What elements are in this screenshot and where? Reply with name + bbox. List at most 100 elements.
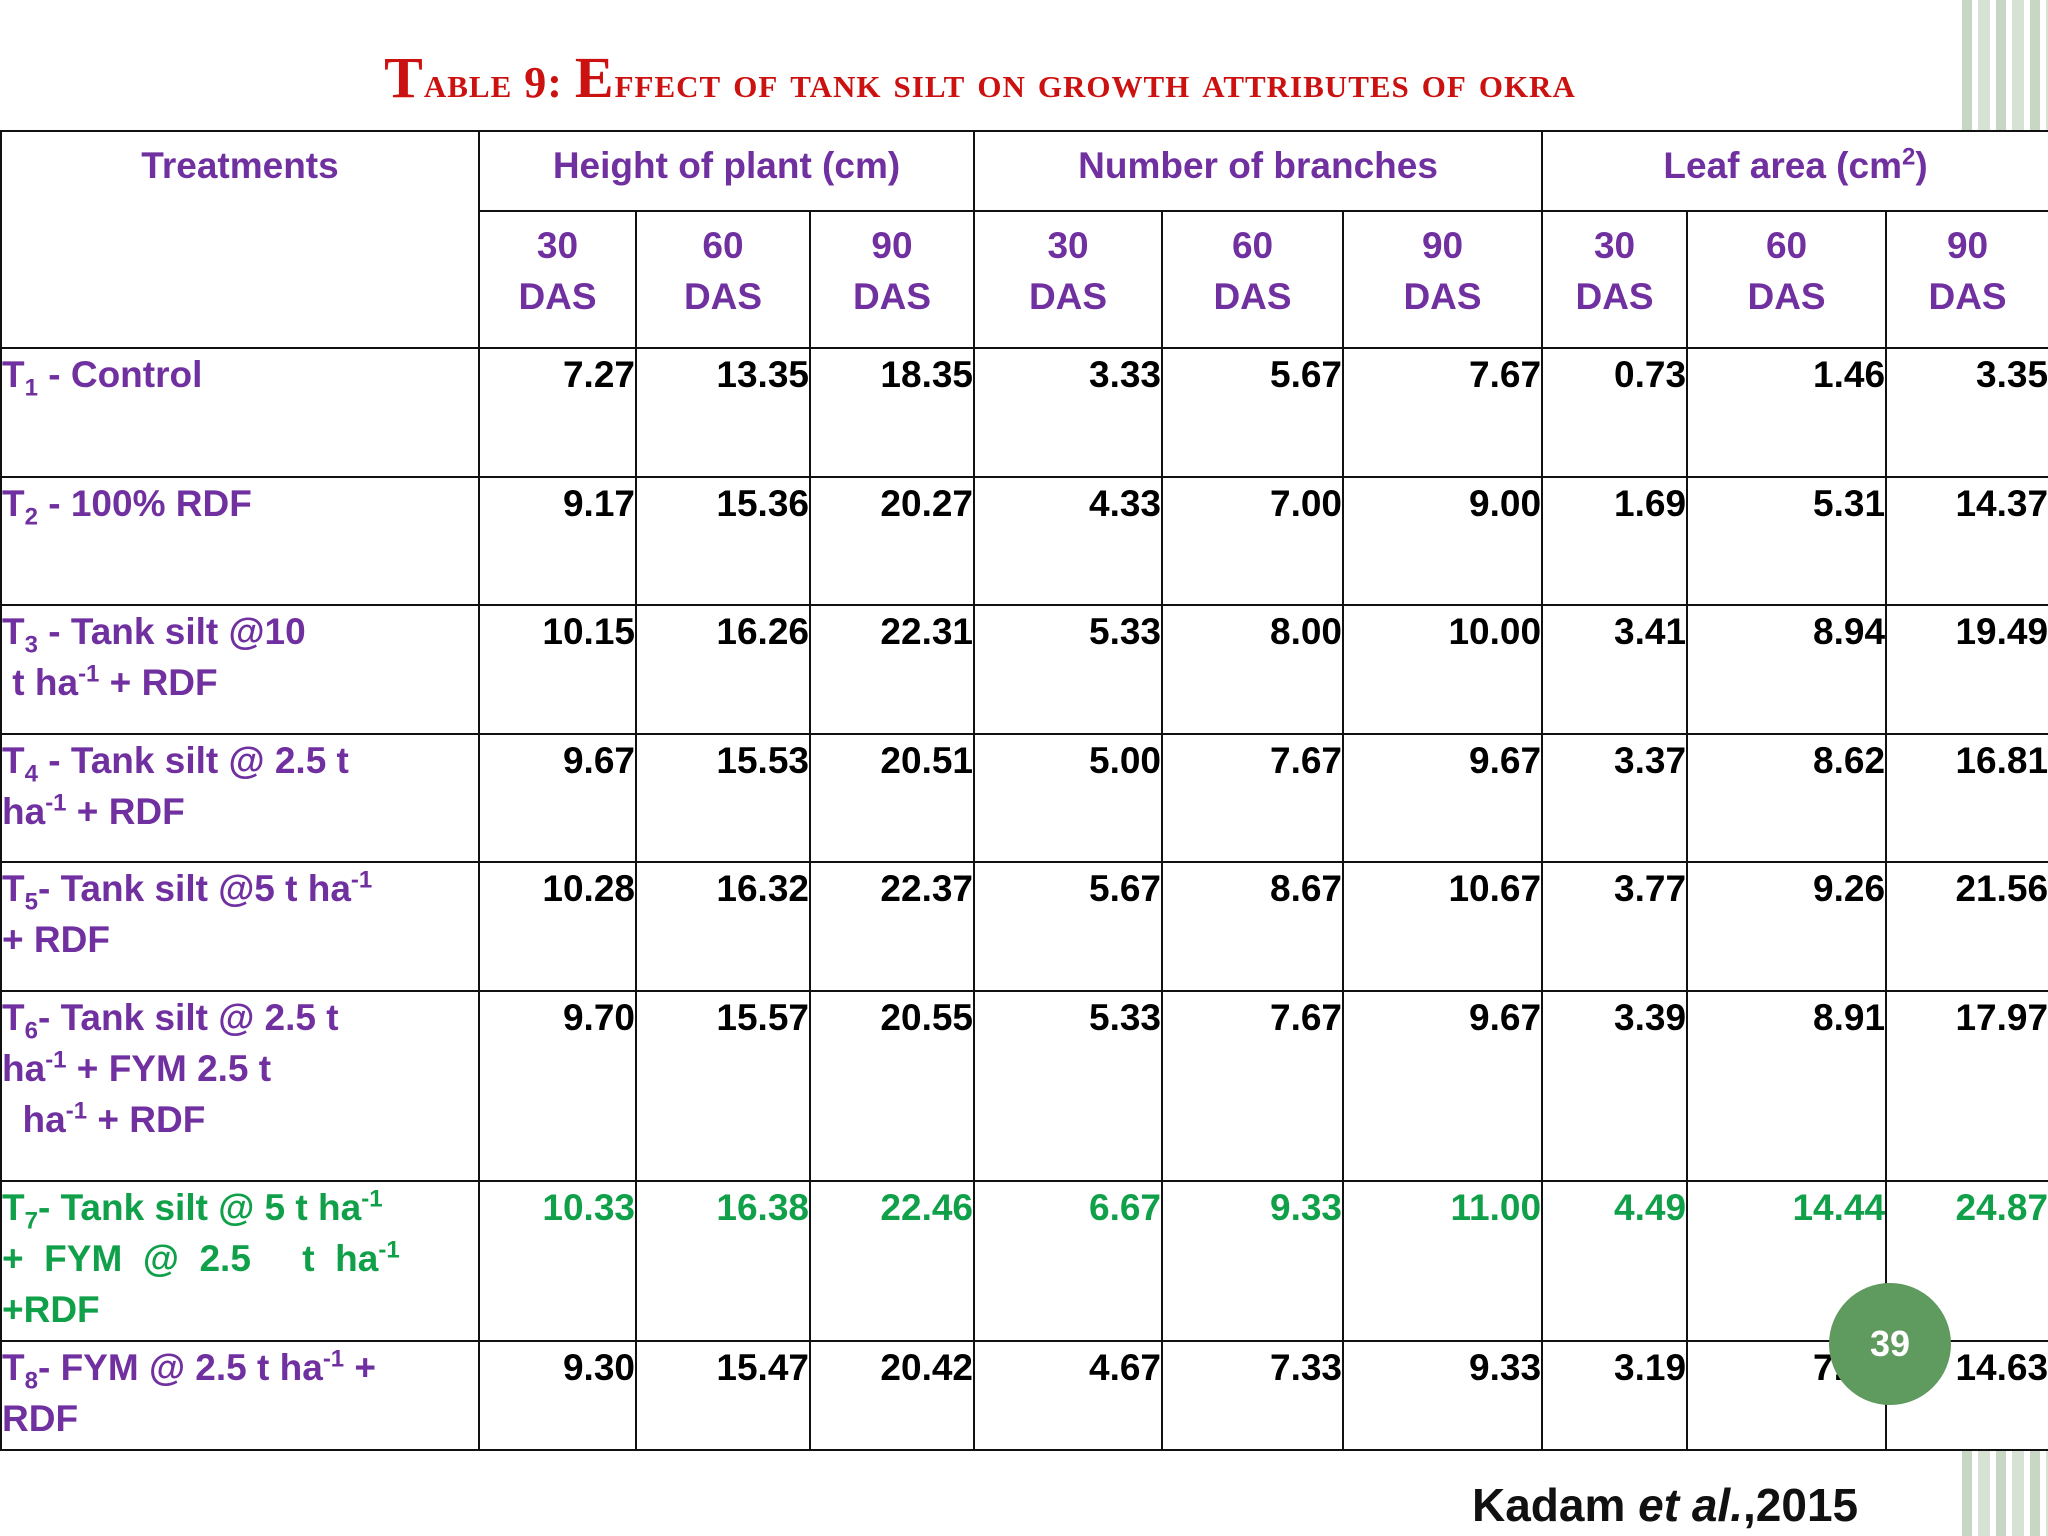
table-cell: 5.33 — [973, 604, 1164, 735]
citation-author: Kadam — [1472, 1479, 1639, 1531]
table-cell: 17.97 — [1885, 990, 2048, 1182]
header-row-2: 30 DAS 60 DAS 90 DAS 30 DAS 60 DAS 90 DAS 30 DA… — [1, 210, 2048, 349]
table-cell: 11.00 — [1342, 1180, 1544, 1342]
height-header: Height of plant (cm) — [477, 130, 976, 212]
title-initial-2: E — [574, 45, 615, 110]
citation: Kadam et al.,2015 — [1472, 1478, 1858, 1532]
table-row-best: T7- Tank silt @ 5 t ha-1 + FYM @ 2.5 t ha… — [0, 1180, 2048, 1342]
table-cell: 7.67 — [1161, 990, 1345, 1182]
table-row: T2 - 100% RDF 9.17 15.36 20.27 4.33 7.00… — [0, 476, 2048, 606]
table-cell: 22.37 — [808, 861, 976, 992]
table-cell: 16.81 — [1885, 733, 2048, 863]
das-header: 60 DAS — [1161, 210, 1345, 349]
table-cell: 9.30 — [478, 1340, 637, 1451]
table-cell: 15.47 — [635, 1340, 811, 1451]
treatment-label: T2 - 100% RDF — [0, 476, 480, 606]
title-initial: T — [384, 45, 424, 110]
table-cell: 13.35 — [635, 347, 811, 478]
table-cell: 24.87 — [1885, 1180, 2048, 1342]
table-cell: 20.51 — [808, 733, 976, 863]
das-header: 30 DAS — [973, 210, 1164, 349]
table-cell: 10.33 — [478, 1180, 637, 1342]
table-cell: 20.27 — [808, 476, 976, 606]
table-cell: 7.30 — [1686, 1340, 1888, 1451]
table-cell: 16.38 — [635, 1180, 811, 1342]
das-header: 90 DAS — [1885, 210, 2048, 349]
slide-title: Table 9: Effect of tank silt on growth a… — [0, 44, 1960, 111]
table-cell: 3.41 — [1541, 604, 1689, 735]
table-cell: 9.00 — [1342, 476, 1544, 606]
table-cell: 5.67 — [973, 861, 1164, 992]
table-cell: 7.00 — [1161, 476, 1345, 606]
treatment-label: T1 - Control — [0, 347, 480, 478]
table-cell: 22.46 — [808, 1180, 976, 1342]
treatment-label: T4 - Tank silt @ 2.5 t ha-1 + RDF — [0, 733, 480, 863]
table-cell: 9.67 — [478, 733, 637, 863]
table-cell: 16.32 — [635, 861, 811, 992]
treatment-label: T3 - Tank silt @10 t ha-1 + RDF — [0, 604, 480, 735]
table-cell: 8.67 — [1161, 861, 1345, 992]
table-cell: 9.33 — [1342, 1340, 1544, 1451]
table-cell: 3.19 — [1541, 1340, 1689, 1451]
das-header: 30 DAS — [1541, 210, 1689, 349]
table-row: T4 - Tank silt @ 2.5 t ha-1 + RDF 9.67 15… — [0, 733, 2048, 863]
slide-number: 39 — [1869, 1323, 1911, 1364]
table-cell: 3.37 — [1541, 733, 1689, 863]
table-cell: 15.57 — [635, 990, 811, 1182]
slide-number-badge: 39 — [1829, 1283, 1951, 1405]
table-cell: 9.67 — [1342, 990, 1544, 1182]
treatments-header: Treatments — [0, 130, 480, 349]
table-cell: 8.62 — [1686, 733, 1888, 863]
table-row: T8- FYM @ 2.5 t ha-1 + RDF 9.30 15.47 20.… — [0, 1340, 2048, 1451]
table-cell: 7.33 — [1161, 1340, 1345, 1451]
table-row: T5- Tank silt @5 t ha-1 + RDF 10.28 16.32… — [0, 861, 2048, 992]
table-cell: 1.69 — [1541, 476, 1689, 606]
table-cell: 15.53 — [635, 733, 811, 863]
table-cell: 9.26 — [1686, 861, 1888, 992]
das-header: 60 DAS — [635, 210, 811, 349]
table-cell: 14.37 — [1885, 476, 2048, 606]
das-header: 90 DAS — [808, 210, 976, 349]
table-cell: 9.33 — [1161, 1180, 1345, 1342]
branches-header: Number of branches — [973, 130, 1544, 212]
table-cell: 4.67 — [973, 1340, 1164, 1451]
treatment-label: T6- Tank silt @ 2.5 t ha-1 + FYM 2.5 t ha… — [0, 990, 480, 1182]
das-header: 30 DAS — [478, 210, 637, 349]
table-cell: 20.55 — [808, 990, 976, 1182]
leaf-area-header: Leaf area (cm2) — [1541, 130, 2048, 212]
table-cell: 9.67 — [1342, 733, 1544, 863]
table-cell: 5.00 — [973, 733, 1164, 863]
das-header: 90 DAS — [1342, 210, 1544, 349]
table-cell: 8.91 — [1686, 990, 1888, 1182]
table-cell: 1.46 — [1686, 347, 1888, 478]
table-cell: 10.15 — [478, 604, 637, 735]
table-cell: 4.49 — [1541, 1180, 1689, 1342]
table-cell: 10.00 — [1342, 604, 1544, 735]
table-cell: 20.42 — [808, 1340, 976, 1451]
table-cell: 3.77 — [1541, 861, 1689, 992]
table-cell: 8.94 — [1686, 604, 1888, 735]
table-cell: 3.35 — [1885, 347, 2048, 478]
growth-attributes-table: Treatments Height of plant (cm) Number o… — [0, 130, 2048, 1451]
table-cell: 15.36 — [635, 476, 811, 606]
table-cell: 4.33 — [973, 476, 1164, 606]
treatment-label: T5- Tank silt @5 t ha-1 + RDF — [0, 861, 480, 992]
table-cell: 22.31 — [808, 604, 976, 735]
table-cell: 10.67 — [1342, 861, 1544, 992]
title-part-1: able 9: — [423, 58, 575, 107]
citation-year: ,2015 — [1743, 1479, 1859, 1531]
treatment-label: T8- FYM @ 2.5 t ha-1 + RDF — [0, 1340, 480, 1451]
das-header: 60 DAS — [1686, 210, 1888, 349]
table-cell: 21.56 — [1885, 861, 2048, 992]
table-row: T3 - Tank silt @10 t ha-1 + RDF 10.15 16… — [0, 604, 2048, 735]
table-cell: 7.67 — [1161, 733, 1345, 863]
table-cell: 9.70 — [478, 990, 637, 1182]
table-cell: 3.33 — [973, 347, 1164, 478]
table-cell: 8.00 — [1161, 604, 1345, 735]
table-cell: 9.17 — [478, 476, 637, 606]
table-row: T1 - Control 7.27 13.35 18.35 3.33 5.67 … — [0, 347, 2048, 478]
table-cell: 3.39 — [1541, 990, 1689, 1182]
table-cell: 7.27 — [478, 347, 637, 478]
citation-etal: et al. — [1638, 1479, 1743, 1531]
treatment-label: T7- Tank silt @ 5 t ha-1 + FYM @ 2.5 t ha… — [0, 1180, 480, 1342]
